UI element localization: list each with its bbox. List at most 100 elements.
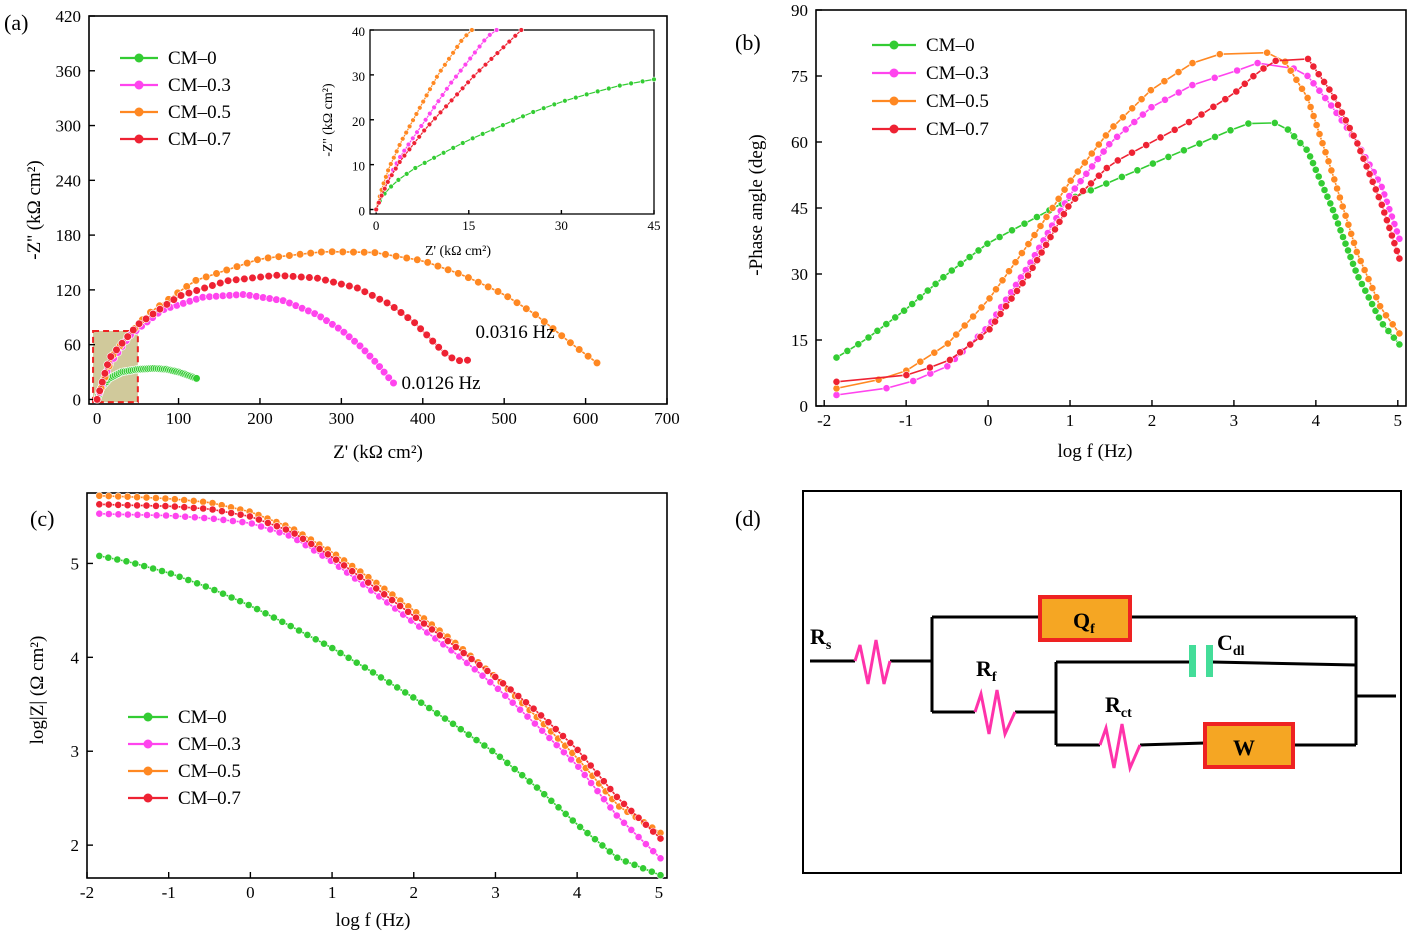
data-point	[592, 358, 602, 368]
data-point	[1018, 249, 1026, 257]
data-point	[1142, 141, 1151, 149]
data-point	[383, 174, 389, 180]
data-point	[864, 333, 873, 342]
panel-b-label: (b)	[735, 30, 761, 55]
data-point	[1281, 57, 1289, 66]
data-point	[416, 134, 422, 140]
data-point	[531, 719, 539, 728]
data-point	[943, 339, 952, 348]
data-point	[378, 192, 385, 199]
data-point	[1139, 110, 1147, 119]
panel-a: 0 100 200 300 400 500 600 700060120180240300360…	[24, 7, 680, 463]
data-point	[264, 272, 273, 281]
data-point	[1298, 84, 1306, 93]
data-point	[1375, 313, 1383, 322]
data-point	[1356, 257, 1365, 265]
data-point	[1095, 171, 1103, 180]
data-point	[656, 834, 665, 843]
data-point	[349, 248, 358, 257]
data-point	[931, 279, 940, 288]
data-point	[375, 362, 384, 371]
label-w: W	[1233, 735, 1255, 760]
data-point	[500, 44, 507, 50]
data-point	[158, 567, 166, 575]
data-point	[133, 510, 142, 519]
legend-entry: CM–0.7	[178, 788, 241, 809]
data-point	[1185, 118, 1193, 126]
data-point	[560, 748, 568, 757]
series-cm-0	[373, 76, 657, 213]
data-point	[405, 141, 412, 148]
data-point	[1309, 79, 1318, 88]
data-point	[113, 555, 122, 564]
frequency-annotation: 0.0316 Hz	[476, 322, 555, 343]
data-point	[232, 262, 242, 271]
data-point	[123, 492, 132, 501]
y-tick-label: 75	[791, 67, 808, 86]
legend-swatch-marker	[134, 53, 144, 63]
data-point	[540, 790, 549, 799]
data-point	[148, 309, 158, 319]
data-point	[245, 512, 254, 521]
data-point	[1128, 148, 1136, 157]
data-point	[1290, 132, 1298, 141]
y-tick-label: 40	[352, 24, 365, 39]
data-point	[465, 79, 471, 86]
data-point	[329, 278, 338, 287]
data-point	[573, 746, 582, 754]
data-point	[551, 101, 557, 108]
data-point	[998, 276, 1007, 285]
x-tick-label: 200	[247, 409, 273, 428]
data-point	[956, 259, 965, 268]
data-point	[544, 718, 553, 727]
data-point	[450, 145, 456, 151]
data-point	[328, 644, 337, 652]
data-point	[996, 309, 1005, 318]
data-point	[1374, 193, 1383, 201]
data-point	[313, 274, 322, 283]
data-point	[161, 494, 170, 503]
data-point	[1354, 273, 1363, 282]
data-point	[397, 159, 403, 165]
data-point	[92, 395, 102, 404]
x-axis-label: Z' (kΩ cm²)	[333, 442, 423, 463]
data-point	[442, 62, 448, 68]
data-point	[1048, 203, 1057, 212]
data-point	[184, 288, 193, 298]
data-point	[499, 679, 507, 688]
data-point	[272, 295, 281, 304]
data-point	[510, 765, 519, 773]
data-point	[149, 564, 157, 573]
data-point	[606, 85, 612, 92]
data-point	[1330, 93, 1338, 102]
data-point	[1147, 86, 1155, 95]
data-point	[142, 314, 151, 324]
x-axis-label: log f (Hz)	[1058, 441, 1133, 462]
data-point	[518, 27, 524, 33]
data-point	[1388, 231, 1396, 240]
data-point	[380, 368, 389, 377]
data-point	[295, 626, 303, 635]
legend-swatch-marker	[889, 68, 899, 78]
data-point	[360, 346, 370, 356]
data-point	[394, 148, 400, 155]
data-point	[1130, 118, 1139, 126]
data-point	[1327, 166, 1336, 175]
plot-frame	[86, 492, 668, 879]
data-point	[95, 500, 104, 509]
data-point	[1286, 66, 1295, 75]
data-point	[180, 503, 189, 512]
data-point	[1312, 121, 1321, 129]
data-point	[1042, 212, 1051, 221]
data-point	[406, 123, 413, 130]
data-point	[594, 88, 601, 95]
y-tick-label: 0	[73, 390, 82, 409]
data-point	[427, 110, 433, 117]
data-point	[411, 140, 417, 146]
data-point	[1042, 240, 1050, 249]
data-point	[441, 714, 449, 723]
data-point	[1088, 162, 1096, 171]
data-point	[1384, 327, 1393, 335]
data-point	[232, 275, 241, 284]
data-point	[476, 67, 483, 74]
